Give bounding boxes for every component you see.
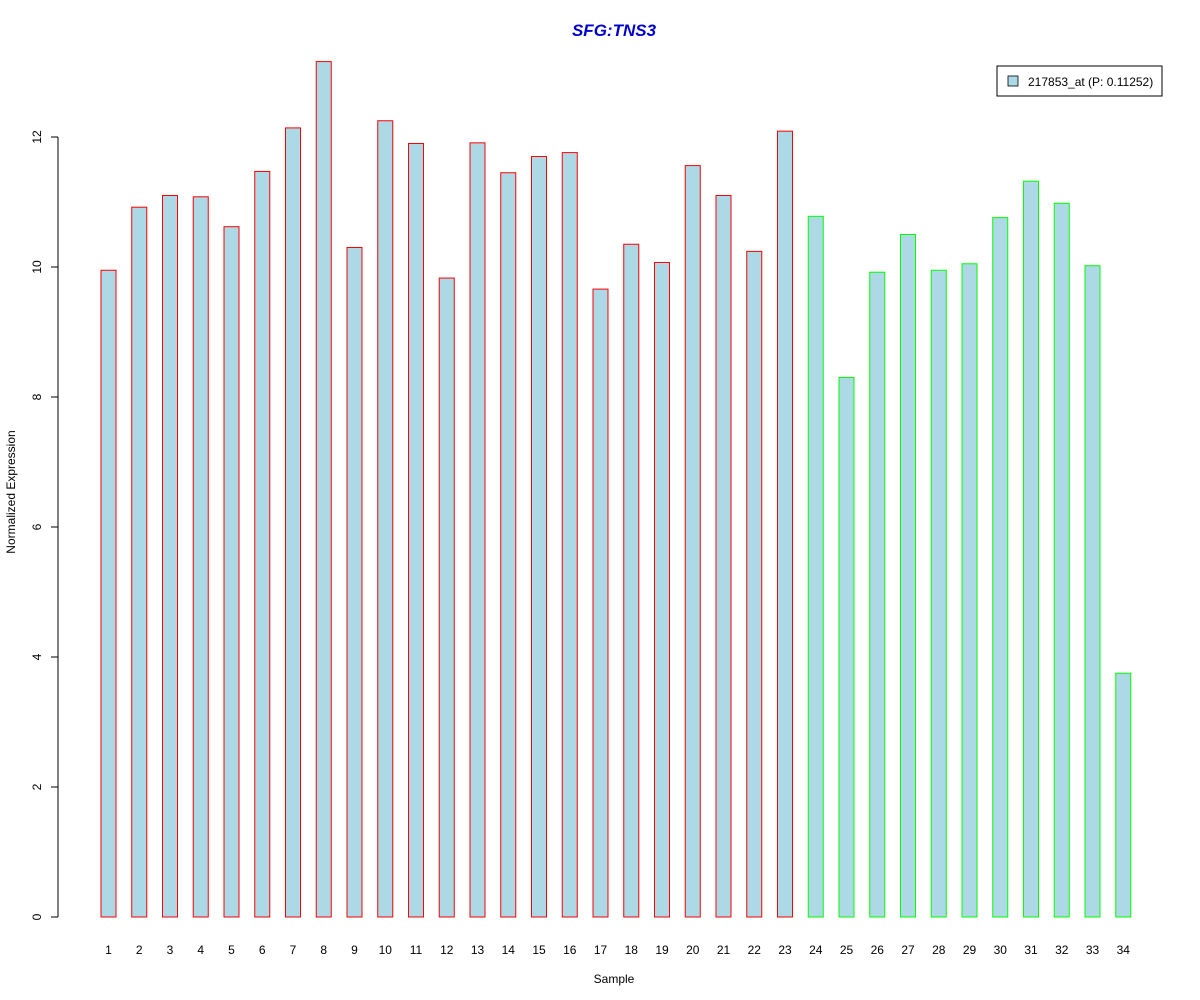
bar-sample-16	[561, 152, 578, 918]
x-tick-label: 12	[440, 943, 454, 957]
bar-sample-17	[592, 288, 609, 918]
bar-sample-6	[254, 170, 271, 918]
bar-sample-34	[1115, 672, 1132, 918]
x-tick-label: 20	[686, 943, 700, 957]
bar-sample-33	[1084, 265, 1101, 918]
bar-sample-31	[1023, 180, 1039, 918]
x-tick-label: 31	[1024, 943, 1038, 957]
y-tick-label: 8	[30, 393, 44, 400]
legend-label: 217853_at (P: 0.11252)	[1028, 75, 1153, 89]
x-tick-label: 33	[1086, 943, 1100, 957]
x-tick-label: 16	[563, 943, 577, 957]
x-tick-label: 18	[625, 943, 639, 957]
y-axis: 0 2 4 6 8 10 12	[30, 130, 59, 920]
y-tick-label: 2	[30, 783, 44, 790]
bar-sample-26	[869, 271, 886, 918]
x-tick-label: 30	[994, 943, 1008, 957]
bar-sample-30	[992, 217, 1009, 918]
x-tick-label: 19	[655, 943, 669, 957]
bar-sample-11	[408, 143, 424, 918]
bar-sample-7	[285, 127, 301, 918]
y-tick-label: 12	[30, 130, 44, 144]
x-tick-label: 24	[809, 943, 823, 957]
bar-sample-22	[746, 250, 763, 918]
bar-sample-28	[930, 269, 947, 918]
x-tick-label: 4	[197, 943, 204, 957]
bar-sample-10	[377, 120, 394, 918]
bar-sample-14	[500, 172, 517, 918]
bar-sample-19	[654, 261, 670, 918]
legend-swatch	[1007, 75, 1019, 87]
y-tick-label: 4	[30, 653, 44, 660]
x-tick-label: 2	[136, 943, 143, 957]
bar-sample-32	[1053, 202, 1070, 918]
y-tick-label: 6	[30, 523, 44, 530]
bar-sample-27	[900, 234, 916, 918]
bar-sample-5	[223, 226, 240, 918]
x-axis-title: Sample	[594, 972, 635, 986]
x-tick-label: 3	[167, 943, 174, 957]
x-tick-label: 7	[290, 943, 297, 957]
x-axis: 1 2 3 4 5 6 7 8 9 10 11 12 13 14 15 16 17 18 19 20 21 22 23 24 2…	[105, 943, 1130, 957]
x-tick-label: 15	[532, 943, 546, 957]
x-tick-label: 22	[748, 943, 762, 957]
bar-sample-4	[192, 196, 209, 918]
bar-sample-15	[531, 156, 547, 918]
y-tick-label: 0	[30, 913, 44, 920]
x-tick-label: 11	[410, 943, 423, 957]
y-tick-label: 10	[30, 260, 44, 274]
bar-sample-25	[838, 377, 855, 918]
x-tick-label: 25	[840, 943, 854, 957]
bar-sample-8	[315, 61, 332, 918]
bar-sample-29	[961, 263, 978, 918]
chart-title: SFG:TNS3	[572, 21, 657, 40]
x-tick-label: 21	[717, 943, 731, 957]
bars-group	[100, 61, 1132, 918]
x-tick-label: 34	[1117, 943, 1131, 957]
bar-sample-9	[346, 247, 363, 918]
x-tick-label: 8	[320, 943, 327, 957]
y-axis-title: Normalized Expression	[4, 430, 18, 553]
bar-sample-20	[684, 165, 701, 918]
x-tick-label: 29	[963, 943, 977, 957]
legend-box	[996, 65, 1163, 97]
x-tick-label: 23	[778, 943, 792, 957]
bar-sample-3	[162, 195, 178, 918]
x-tick-label: 32	[1055, 943, 1069, 957]
x-tick-label: 9	[351, 943, 358, 957]
x-tick-label: 10	[379, 943, 393, 957]
bar-sample-24	[807, 215, 824, 918]
bar-sample-23	[777, 130, 793, 918]
bar-sample-13	[469, 142, 486, 918]
bar-sample-21	[715, 195, 732, 918]
x-tick-label: 26	[871, 943, 885, 957]
x-tick-label: 14	[502, 943, 516, 957]
legend: 217853_at (P: 0.11252)	[996, 65, 1163, 97]
bar-sample-18	[623, 243, 640, 918]
x-tick-label: 27	[901, 943, 915, 957]
bar-sample-1	[100, 269, 117, 918]
bar-sample-2	[131, 206, 148, 918]
bar-sample-12	[438, 277, 455, 918]
x-tick-label: 5	[228, 943, 235, 957]
x-tick-label: 28	[932, 943, 946, 957]
x-tick-label: 17	[594, 943, 608, 957]
x-tick-label: 13	[471, 943, 485, 957]
x-tick-label: 1	[105, 943, 112, 957]
x-tick-label: 6	[259, 943, 266, 957]
